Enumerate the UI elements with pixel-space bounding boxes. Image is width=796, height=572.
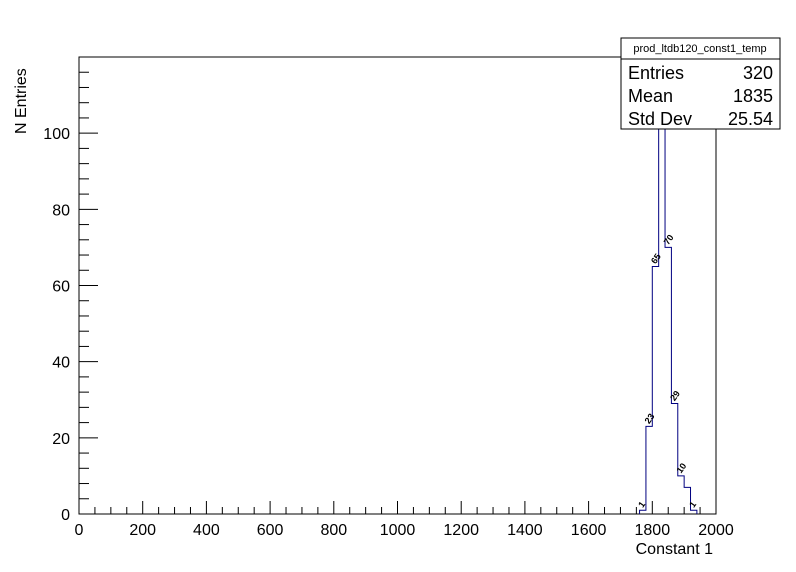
stats-box-title: prod_ltdb120_const1_temp bbox=[633, 43, 766, 55]
histogram-bin bbox=[678, 476, 684, 514]
bin-labels: 1 23 65 70 29 10 1 bbox=[636, 233, 698, 510]
stats-box-frame bbox=[620, 37, 781, 130]
stats-mean-label: Mean bbox=[628, 86, 673, 106]
y-tick-label: 20 bbox=[52, 431, 70, 448]
stats-entries-value: 320 bbox=[743, 63, 773, 83]
y-axis: 0 20 40 60 80 100 bbox=[43, 56, 98, 524]
histogram-bin bbox=[691, 510, 697, 514]
x-axis: 0 200 400 600 800 1000 1200 1400 1600 1800 2000 bbox=[75, 501, 734, 539]
bin-value-label: 1 bbox=[636, 499, 647, 509]
x-tick-label: 1200 bbox=[443, 522, 479, 539]
y-tick-label: 60 bbox=[52, 279, 70, 296]
bin-value-label: 65 bbox=[649, 252, 663, 266]
y-tick-label: 80 bbox=[52, 202, 70, 219]
histogram-outline bbox=[639, 60, 698, 514]
x-tick-label: 800 bbox=[320, 522, 347, 539]
x-tick-label: 1800 bbox=[635, 522, 671, 539]
bin-value-label: 10 bbox=[674, 461, 688, 475]
y-tick-label: 100 bbox=[43, 126, 70, 143]
y-axis-title: N Entries bbox=[13, 68, 30, 134]
histogram-bin bbox=[665, 247, 671, 514]
histogram-bin bbox=[646, 426, 652, 514]
x-tick-label: 0 bbox=[75, 522, 84, 539]
histogram-bin bbox=[640, 510, 646, 514]
histogram-bin bbox=[652, 266, 658, 514]
plot-frame bbox=[78, 56, 717, 515]
y-tick-label: 0 bbox=[61, 507, 70, 524]
stats-stddev-label: Std Dev bbox=[628, 109, 692, 129]
x-tick-label: 1000 bbox=[380, 522, 416, 539]
stats-mean-value: 1835 bbox=[733, 86, 773, 106]
bin-value-label: 29 bbox=[668, 389, 682, 403]
stats-box: prod_ltdb120_const1_temp Entries 320 Mea… bbox=[620, 37, 781, 130]
stats-stddev-value: 25.54 bbox=[728, 109, 773, 129]
x-tick-label: 1400 bbox=[507, 522, 543, 539]
bin-value-label: 70 bbox=[662, 233, 676, 247]
y-tick-label: 40 bbox=[52, 355, 70, 372]
bin-value-label: 23 bbox=[643, 412, 657, 426]
x-tick-label: 1600 bbox=[571, 522, 607, 539]
x-axis-title: Constant 1 bbox=[636, 541, 713, 558]
x-tick-label: 400 bbox=[193, 522, 220, 539]
stats-entries-label: Entries bbox=[628, 63, 684, 83]
histogram-bin bbox=[671, 404, 677, 514]
x-tick-label: 200 bbox=[129, 522, 156, 539]
x-tick-label: 600 bbox=[257, 522, 284, 539]
x-tick-label: 2000 bbox=[698, 522, 734, 539]
bin-value-label: 1 bbox=[687, 499, 698, 509]
